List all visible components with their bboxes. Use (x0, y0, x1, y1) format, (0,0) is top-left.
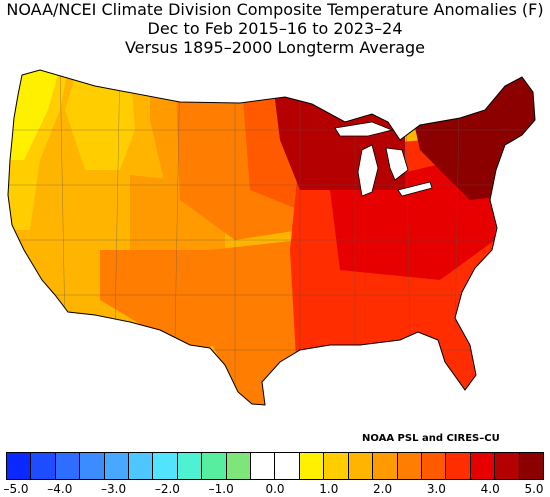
region-fill (100, 250, 230, 350)
colorbar-tick-label: –4.0 (47, 482, 73, 496)
colorbar-swatch (470, 453, 496, 479)
title-line-3: Versus 1895–2000 Longterm Average (124, 38, 426, 57)
colorbar-tick-label: 1.0 (319, 482, 339, 496)
colorbar-tick-label: –2.0 (154, 482, 180, 496)
colorbar-swatch (7, 453, 32, 479)
title-line-2: Dec to Feb 2015–16 to 2023–24 (147, 19, 403, 38)
colorbar-labels: –5.0 –4.0 –3.0 –2.0 –1.0 0.0 1.0 2.0 3.0 4.0 5.0 (0, 480, 550, 497)
credit-label: NOAA PSL and CIRES–CU (362, 433, 500, 444)
colorbar-swatch (129, 453, 154, 479)
colorbar-swatch (202, 453, 227, 479)
colorbar-tick-label: –5.0 (3, 482, 29, 496)
lake-superior (334, 121, 394, 137)
colorbar-tick-label: 2.0 (373, 482, 393, 496)
lake-huron-erie (385, 147, 433, 197)
colorbar-tick-label: 3.0 (426, 482, 446, 496)
division-line (8, 129, 535, 351)
colorbar-swatch (324, 453, 349, 479)
climate-division-lines (8, 70, 535, 400)
colorbar-swatch (55, 453, 81, 479)
colorbar-swatch (31, 453, 56, 479)
colorbar-swatch (519, 453, 543, 479)
colorbar-swatch (421, 453, 447, 479)
division-line (59, 70, 461, 400)
colorbar-swatch (299, 453, 325, 479)
colorbar-swatch (495, 453, 520, 479)
colorbar-swatch (153, 453, 178, 479)
colorbar-swatch (251, 453, 276, 479)
title-block: NOAA/NCEI Climate Division Composite Tem… (0, 0, 550, 57)
temperature-anomaly-map (7, 69, 536, 406)
colorbar-swatch (275, 453, 300, 479)
colorbar (6, 452, 544, 480)
colorbar-tick-label: 4.0 (480, 482, 500, 496)
colorbar-swatch (104, 453, 130, 479)
us-outline (7, 69, 536, 406)
colorbar-swatch (348, 453, 374, 479)
colorbar-swatch (226, 453, 252, 479)
colorbar-swatch (80, 453, 105, 479)
colorbar-swatch (397, 453, 422, 479)
colorbar-swatch (446, 453, 471, 479)
title-line-1: NOAA/NCEI Climate Division Composite Tem… (6, 0, 544, 19)
lake-michigan (357, 144, 379, 197)
colorbar-swatch (177, 453, 203, 479)
colorbar-tick-label: –3.0 (101, 482, 127, 496)
colorbar-tick-label: 0.0 (265, 482, 285, 496)
colorbar-tick-label: –1.0 (208, 482, 234, 496)
colorbar-swatch (373, 453, 398, 479)
colorbar-tick-label: 5.0 (524, 482, 544, 496)
